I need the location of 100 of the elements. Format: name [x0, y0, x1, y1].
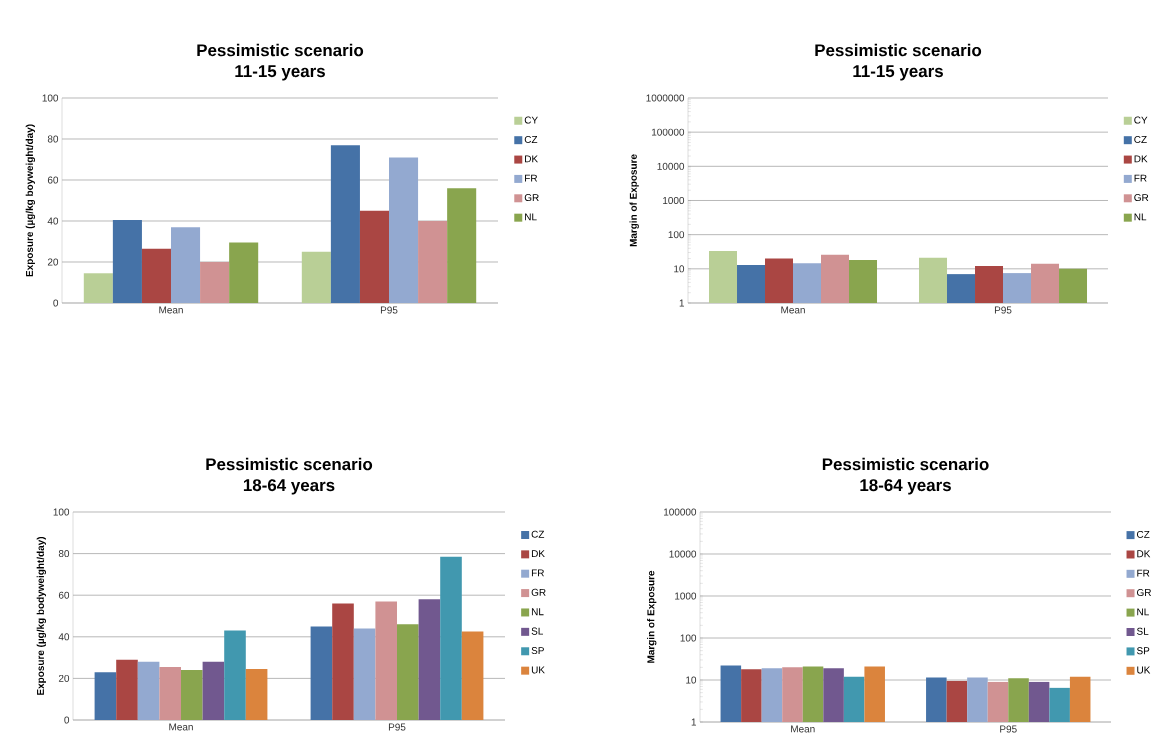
bar	[141, 248, 171, 303]
legend-label: NL	[525, 213, 537, 221]
y-axis-title: Exposure (µg/kg bodyweight/day)	[36, 536, 47, 695]
x-tick-label: P95	[1000, 725, 1017, 733]
y-tick-label: 1	[679, 299, 685, 307]
bar	[181, 670, 203, 720]
legend-label: NL	[531, 608, 544, 616]
y-tick-label: 40	[47, 217, 59, 225]
y-axis-title: Margin of Exposure	[647, 570, 657, 663]
legend-label: DK	[1134, 155, 1148, 163]
chart-title: Pessimistic scenario	[822, 457, 989, 471]
y-tick-label: 100000	[652, 128, 685, 136]
bar	[245, 669, 268, 720]
legend-label: FR	[531, 569, 544, 577]
legend-label: DK	[525, 155, 538, 163]
x-tick-label: Mean	[781, 306, 805, 314]
y-tick-label: 80	[58, 550, 70, 558]
y-tick-label: 10	[674, 265, 685, 273]
bar	[375, 601, 397, 720]
bar	[301, 251, 331, 303]
y-tick-label: 40	[58, 633, 70, 641]
bar	[310, 626, 333, 720]
x-tick-label: P95	[994, 306, 1012, 314]
bar	[94, 672, 117, 720]
legend-label: CZ	[1134, 135, 1147, 144]
bar	[116, 659, 138, 720]
y-tick-label: 10000	[669, 550, 697, 558]
bar	[389, 157, 419, 303]
bar	[229, 242, 259, 303]
bar	[440, 556, 462, 720]
bar	[224, 630, 246, 720]
legend-label: UK	[531, 666, 545, 674]
y-tick-label: 100	[668, 231, 685, 239]
x-tick-label: Mean	[159, 306, 183, 314]
y-tick-label: 0	[53, 299, 59, 307]
legend-label: GR	[524, 194, 539, 202]
y-tick-label: 1000000	[646, 94, 685, 102]
bar	[418, 599, 441, 720]
legend-label: DK	[531, 550, 545, 558]
bar	[171, 227, 201, 303]
y-tick-label: 60	[47, 176, 59, 184]
y-axis-title: Margin of Exposure	[629, 154, 639, 247]
y-axis-title: Exposure (µg/kg boyweight/day)	[25, 124, 36, 277]
bar	[83, 273, 113, 303]
bar	[397, 624, 419, 720]
legend-label: FR	[1137, 569, 1150, 577]
legend-label: SP	[531, 647, 544, 655]
bar	[418, 220, 448, 303]
chart-title: Pessimistic scenario	[206, 457, 373, 471]
bar	[447, 188, 477, 303]
y-tick-label: 10000	[657, 162, 685, 170]
legend-label: GR	[531, 588, 546, 596]
bar	[353, 628, 376, 720]
chart-subtitle: 18-64 years	[860, 479, 951, 495]
chart-title: Pessimistic scenario	[197, 43, 364, 57]
y-tick-label: 0	[64, 716, 70, 724]
legend-label: CZ	[531, 530, 545, 538]
y-tick-label: 20	[58, 674, 70, 682]
legend-label: NL	[1134, 213, 1147, 221]
legend-label: CZ	[1137, 530, 1150, 538]
legend-label: SP	[1136, 647, 1150, 655]
legend-label: UK	[1137, 666, 1151, 674]
y-tick-label: 100	[680, 634, 697, 642]
bar	[159, 666, 181, 720]
chart-title: Pessimistic scenario	[815, 43, 982, 57]
y-tick-label: 100000	[664, 508, 697, 516]
legend-label: CZ	[524, 135, 538, 144]
bar	[359, 210, 389, 303]
y-tick-label: 20	[47, 258, 59, 266]
chart-subtitle: 18-64 years	[243, 479, 335, 495]
bar	[330, 145, 360, 303]
x-tick-label: P95	[380, 306, 398, 314]
y-tick-label: 60	[58, 591, 70, 599]
legend-label: FR	[1134, 174, 1147, 182]
legend-label: FR	[525, 174, 538, 182]
bar	[202, 661, 225, 720]
x-tick-label: Mean	[791, 725, 815, 733]
y-tick-label: 1000	[675, 592, 697, 600]
legend-label: GR	[1134, 194, 1149, 202]
legend-label: CY	[1134, 116, 1148, 124]
x-tick-label: Mean	[169, 723, 193, 731]
y-tick-label: 1000	[663, 196, 685, 205]
chart-subtitle: 11-15 years	[235, 65, 325, 81]
y-tick-label: 1	[691, 718, 697, 726]
legend-label: NL	[1137, 608, 1149, 616]
bar	[461, 631, 484, 720]
legend-label: CY	[524, 116, 538, 124]
y-tick-label: 100	[42, 94, 59, 102]
chart-subtitle: 11-15 years	[853, 65, 943, 81]
y-tick-label: 10	[686, 676, 697, 684]
y-tick-label: 100	[53, 508, 70, 516]
legend-label: DK	[1137, 550, 1151, 558]
legend-label: SL	[1136, 627, 1149, 635]
x-tick-label: P95	[388, 723, 406, 731]
bar	[112, 219, 142, 303]
bar	[200, 261, 230, 303]
legend-label: SL	[531, 627, 544, 635]
bar	[137, 661, 160, 720]
legend-label: GR	[1137, 588, 1152, 597]
bar	[332, 603, 354, 720]
